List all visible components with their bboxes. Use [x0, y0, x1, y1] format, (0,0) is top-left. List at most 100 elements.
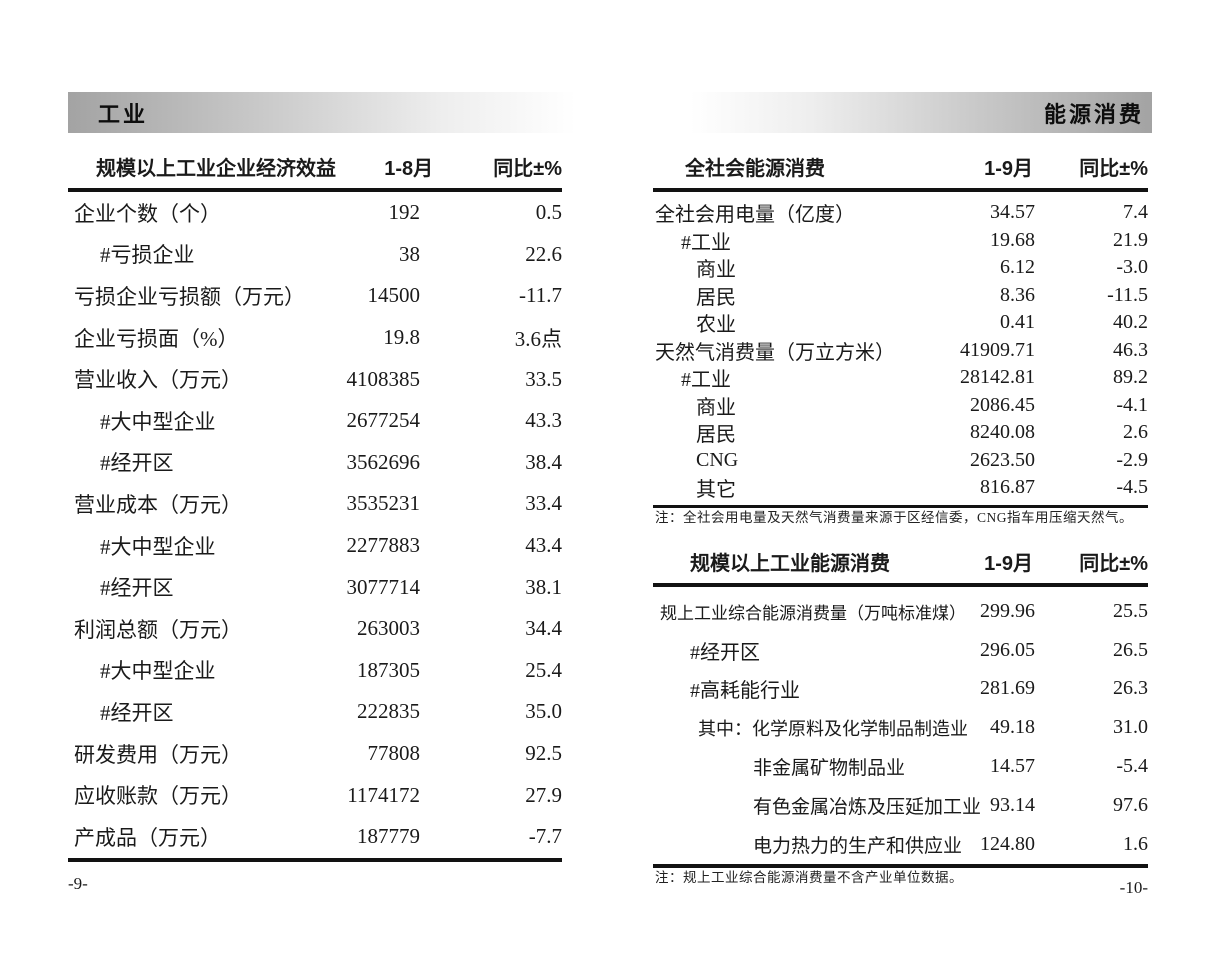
row-label: 非金属矿物制品业: [753, 758, 906, 780]
yoy-column-header: 同比±%: [1079, 553, 1148, 575]
table-body: 全社会用电量（亿度） 34.57 7.4 #工业 19.68 21.9 商业 6.12 -3.0…: [653, 199, 1148, 508]
row-label: #经开区: [100, 451, 174, 476]
row-yoy: 21.9: [1113, 228, 1148, 251]
row-yoy: -11.5: [1107, 283, 1148, 306]
table-row: 应收账款（万元） 1174172 27.9: [68, 774, 562, 816]
table-row: 全社会用电量（亿度） 34.57 7.4: [653, 199, 1148, 227]
table-row: #经开区 3562696 38.4: [68, 442, 562, 484]
row-yoy: 3.6点: [514, 326, 562, 351]
row-label: 全社会用电量（亿度）: [655, 204, 855, 227]
row-value: 2277883: [346, 533, 421, 558]
table-row: #经开区 222835 35.0: [68, 691, 562, 733]
table-row: 研发费用（万元） 77808 92.5: [68, 733, 562, 775]
row-label: 天然气消费量（万立方米）: [655, 341, 895, 364]
row-value: 19.8: [383, 325, 420, 350]
row-value: 8240.08: [970, 421, 1035, 444]
row-value: 8.36: [1000, 283, 1035, 306]
yoy-column-header: 同比±%: [1079, 158, 1148, 180]
industrial-energy-table: 规模以上工业能源消费 1-9月 同比±% 规上工业综合能源消费量（万吨标准煤） 2…: [653, 547, 1148, 868]
row-value: 187779: [357, 824, 420, 849]
economic-benefits-table: 规模以上工业企业经济效益 1-8月 同比±% 企业个数（个） 192 0.5 #亏损企…: [68, 152, 562, 862]
row-value: 4108385: [346, 366, 421, 391]
row-value: 1174172: [347, 782, 420, 807]
row-label: #经开区: [100, 576, 174, 601]
table-row: 商业 2086.45 -4.1: [653, 392, 1148, 420]
row-value: 41909.71: [960, 338, 1035, 361]
row-yoy: 31.0: [1113, 716, 1148, 739]
table-row: #工业 28142.81 89.2: [653, 364, 1148, 392]
row-value: 49.18: [990, 716, 1035, 739]
table-row: 居民 8240.08 2.6: [653, 419, 1148, 447]
row-value: 34.57: [990, 201, 1035, 224]
row-value: 38: [399, 241, 420, 266]
table-row: #经开区 3077714 38.1: [68, 566, 562, 608]
row-yoy: 38.4: [525, 449, 562, 474]
table-row: 其中：化学原料及化学制品制造业 49.18 31.0: [653, 708, 1148, 747]
table-row: 电力热力的生产和供应业 124.80 1.6: [653, 825, 1148, 864]
table-header-row: 全社会能源消费 1-9月 同比±%: [653, 152, 1148, 192]
row-label: #工业: [681, 369, 731, 392]
row-label: #大中型企业: [100, 409, 216, 434]
period-column-header: 1-8月: [384, 158, 434, 180]
industry-section-banner: 工业: [68, 92, 620, 133]
row-yoy: -11.7: [519, 283, 562, 308]
table-row: 利润总额（万元） 263003 34.4: [68, 608, 562, 650]
table-row: 企业个数（个） 192 0.5: [68, 192, 562, 234]
row-value: 192: [388, 200, 421, 225]
table-row: #亏损企业 38 22.6: [68, 234, 562, 276]
row-yoy: 25.4: [525, 657, 562, 682]
table-title: 全社会能源消费: [685, 158, 825, 180]
row-label: 利润总额（万元）: [74, 617, 242, 642]
row-label: 农业: [696, 314, 736, 337]
row-yoy: 43.4: [525, 533, 562, 558]
row-value: 14500: [367, 283, 421, 308]
table-row: CNG 2623.50 -2.9: [653, 447, 1148, 475]
row-yoy: -4.1: [1116, 393, 1148, 416]
row-label: 其中：化学原料及化学制品制造业: [698, 718, 968, 739]
row-label: 营业收入（万元）: [74, 368, 242, 393]
table-row: 营业成本（万元） 3535231 33.4: [68, 483, 562, 525]
energy-section-banner: 能源消费: [650, 92, 1152, 133]
row-yoy: -2.9: [1116, 448, 1148, 471]
row-value: 222835: [357, 699, 420, 724]
industry-section-title: 工业: [98, 101, 149, 127]
row-label: CNG: [696, 448, 739, 471]
row-value: 93.14: [990, 793, 1035, 816]
period-column-header: 1-9月: [984, 553, 1033, 575]
table-row: 营业收入（万元） 4108385 33.5: [68, 358, 562, 400]
table-row: 亏损企业亏损额（万元） 14500 -11.7: [68, 275, 562, 317]
row-value: 299.96: [980, 599, 1035, 622]
row-label: #大中型企业: [100, 659, 216, 684]
row-yoy: 7.4: [1123, 201, 1148, 224]
row-value: 19.68: [990, 228, 1035, 251]
row-yoy: 89.2: [1113, 366, 1148, 389]
row-value: 2086.45: [970, 393, 1035, 416]
row-yoy: 33.5: [525, 366, 562, 391]
row-yoy: 35.0: [525, 699, 562, 724]
row-yoy: -5.4: [1116, 755, 1148, 778]
row-label: 应收账款（万元）: [74, 784, 242, 809]
row-label: 居民: [696, 424, 736, 447]
row-yoy: 22.6: [525, 241, 562, 266]
row-value: 816.87: [980, 476, 1035, 499]
row-value: 3535231: [346, 491, 421, 516]
table-row: 商业 6.12 -3.0: [653, 254, 1148, 282]
row-yoy: 46.3: [1113, 338, 1148, 361]
row-label: #亏损企业: [100, 243, 195, 268]
row-value: 263003: [357, 616, 420, 641]
row-value: 2677254: [346, 408, 421, 433]
row-yoy: 2.6: [1123, 421, 1148, 444]
row-yoy: 27.9: [525, 782, 562, 807]
row-value: 124.80: [980, 832, 1035, 855]
table-row: 农业 0.41 40.2: [653, 309, 1148, 337]
table-row: 企业亏损面（%） 19.8 3.6点: [68, 317, 562, 359]
row-yoy: -3.0: [1116, 256, 1148, 279]
table-body: 规上工业综合能源消费量（万吨标准煤） 299.96 25.5 #经开区 296.05 26…: [653, 592, 1148, 868]
row-label: 电力热力的生产和供应业: [753, 835, 963, 857]
row-value: 296.05: [980, 638, 1035, 661]
row-yoy: 38.1: [525, 574, 562, 599]
row-label: 商业: [696, 396, 736, 419]
row-value: 77808: [367, 741, 421, 766]
table-row: #经开区 296.05 26.5: [653, 631, 1148, 670]
row-value: 6.12: [1000, 256, 1035, 279]
